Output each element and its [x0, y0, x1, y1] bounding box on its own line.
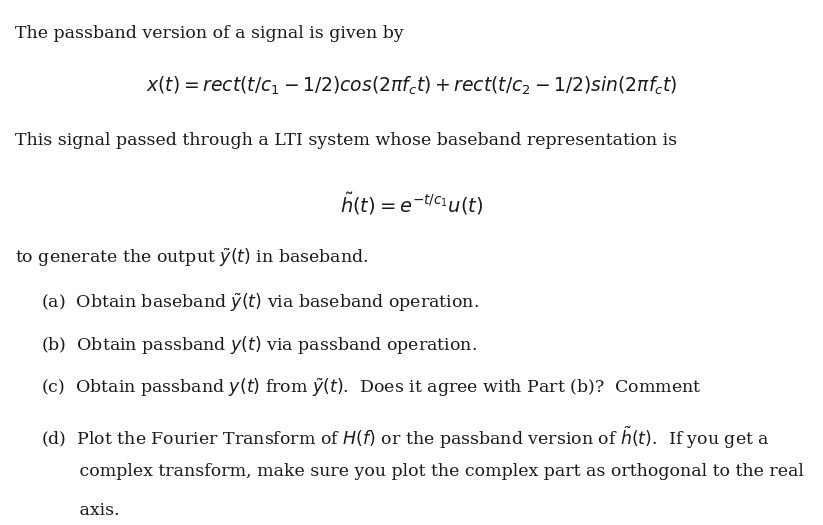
Text: (a)  Obtain baseband $\tilde{y}(t)$ via baseband operation.: (a) Obtain baseband $\tilde{y}(t)$ via b…: [41, 292, 479, 314]
Text: $x(t) = \mathit{rect}(t/c_1 - 1/2)\mathit{cos}(2\pi f_c t) + \mathit{rect}(t/c_2: $x(t) = \mathit{rect}(t/c_1 - 1/2)\mathi…: [146, 75, 677, 97]
Text: (c)  Obtain passband $y(t)$ from $\tilde{y}(t)$.  Does it agree with Part (b)?  : (c) Obtain passband $y(t)$ from $\tilde{…: [41, 377, 702, 400]
Text: (b)  Obtain passband $y(t)$ via passband operation.: (b) Obtain passband $y(t)$ via passband …: [41, 334, 477, 356]
Text: The passband version of a signal is given by: The passband version of a signal is give…: [15, 25, 403, 42]
Text: $\tilde{h}(t) = e^{-t/c_1}u(t)$: $\tilde{h}(t) = e^{-t/c_1}u(t)$: [340, 191, 483, 217]
Text: (d)  Plot the Fourier Transform of $H(f)$ or the passband version of $\tilde{h}(: (d) Plot the Fourier Transform of $H(f)$…: [41, 424, 770, 450]
Text: to generate the output $\tilde{y}(t)$ in baseband.: to generate the output $\tilde{y}(t)$ in…: [15, 247, 369, 269]
Text: complex transform, make sure you plot the complex part as orthogonal to the real: complex transform, make sure you plot th…: [41, 463, 804, 480]
Text: axis.: axis.: [41, 502, 120, 519]
Text: This signal passed through a LTI system whose baseband representation is: This signal passed through a LTI system …: [15, 132, 677, 149]
